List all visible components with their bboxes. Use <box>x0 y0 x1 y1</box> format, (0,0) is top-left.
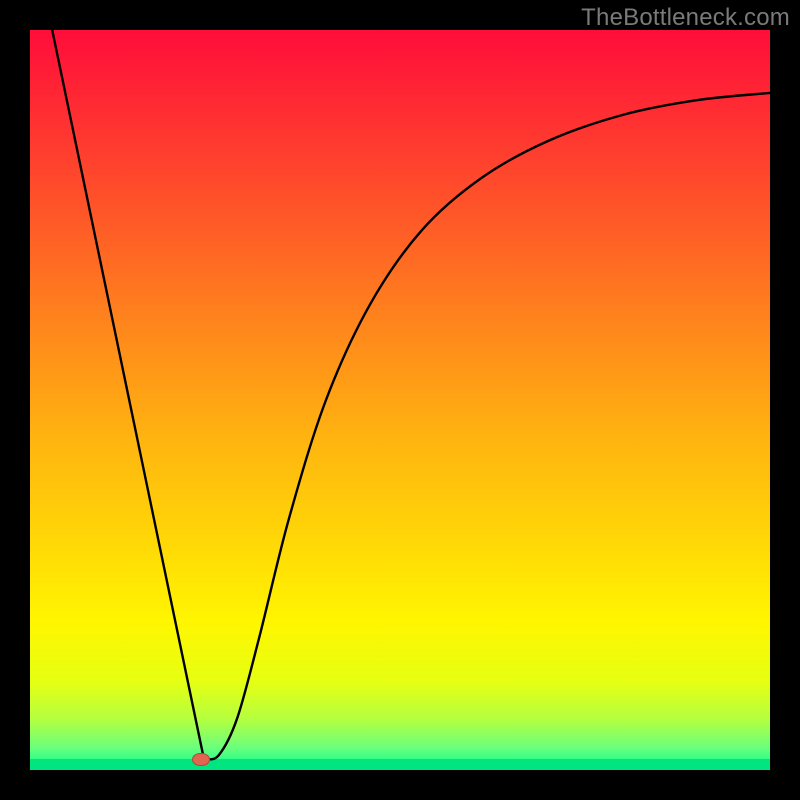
bottleneck-curve <box>30 30 770 770</box>
watermark-text: TheBottleneck.com <box>581 4 790 32</box>
curve-path <box>52 30 770 759</box>
plot-area <box>30 30 770 770</box>
chart-container: TheBottleneck.com <box>0 0 800 800</box>
